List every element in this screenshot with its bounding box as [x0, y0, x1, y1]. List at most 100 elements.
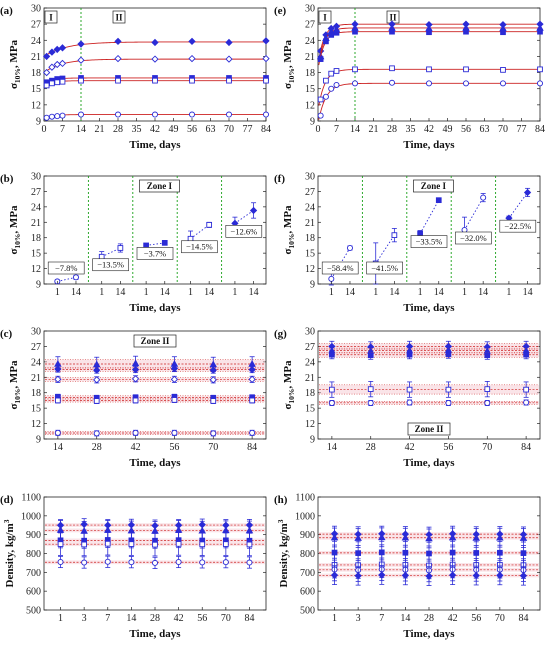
data-point-square: [98, 253, 105, 260]
data-point-square: [484, 386, 491, 392]
data-point-square: [500, 67, 506, 73]
data-point-diamond: [472, 571, 480, 580]
x-axis-label: Time, days: [129, 139, 181, 151]
y-tick-label: 800: [300, 549, 315, 560]
panel-c: 9 12 15 18 21 24 27 30 14 28 42 56 70 84 Zone II Time, …: [0, 327, 267, 469]
data-point-square: [187, 235, 194, 242]
y-tick-label: 9: [36, 435, 41, 446]
data-point-square: [171, 397, 178, 403]
y-tick-label: 9: [310, 435, 315, 446]
y-axis-label-main: σ: [282, 83, 294, 89]
y-tick-label: 9: [310, 117, 315, 128]
series-5: [45, 429, 265, 437]
x-tick-label: 14: [345, 287, 355, 298]
zone-label-box: I: [44, 10, 58, 24]
zone-box: [112, 10, 126, 24]
data-point-circle: [151, 111, 158, 118]
series-1: [319, 527, 539, 549]
data-point-diamond: [114, 37, 122, 45]
group-2: 1 14 −3.7%: [132, 176, 174, 298]
plot-frame: [317, 330, 541, 440]
data-point-diamond: [58, 44, 67, 52]
pct-box-frame: [366, 261, 403, 275]
data-point-diamond: [77, 40, 85, 48]
data-point-circle: [54, 113, 61, 120]
y-tick-label: 12: [305, 419, 315, 430]
panel-h: 500 600 700 800 900 1000 1100 1 3 7 14 28 42 56 70 84 Ti…: [274, 493, 541, 640]
data-point-square: [128, 541, 135, 547]
zone-box-label: Zone I: [421, 181, 447, 191]
data-point-square: [104, 540, 111, 547]
data-point-circle: [132, 429, 139, 436]
y-axis-label-rest: , MPa: [8, 360, 20, 389]
data-point-diamond: [448, 571, 457, 579]
x-tick-label: 3: [356, 613, 361, 624]
y-tick-label: 18: [305, 68, 315, 79]
panel-letter: (d): [0, 494, 14, 506]
y-tick-label: 21: [31, 218, 41, 229]
y-tick-label: 27: [305, 20, 315, 31]
x-tick-label: 1: [188, 287, 193, 298]
y-tick-label: 18: [31, 233, 41, 244]
x-tick-label: 21: [95, 124, 105, 135]
y-tick-label: 21: [305, 218, 315, 229]
data-point-diamond: [188, 37, 196, 45]
y-tick-label: 27: [31, 187, 41, 198]
data-point-circle: [249, 429, 256, 436]
data-point-square: [223, 541, 229, 547]
fit-curve: [318, 82, 540, 120]
x-tick-label: 14: [71, 287, 81, 298]
data-point-square: [391, 232, 398, 238]
data-point-square: [435, 197, 442, 204]
x-tick-label: 70: [482, 442, 492, 453]
pct-box-frame: [225, 225, 263, 238]
series-3: [43, 77, 269, 89]
x-tick-label: 14: [400, 613, 410, 624]
y-tick-label: 15: [305, 404, 315, 415]
data-point-square: [500, 29, 506, 36]
data-point-circle: [463, 80, 470, 87]
x-tick-label: 14: [126, 613, 136, 624]
pct-box-frame: [410, 235, 448, 248]
x-tick-label: 1: [55, 287, 60, 298]
y-tick-label: 9: [36, 280, 41, 291]
data-point-square: [323, 38, 329, 45]
data-point-square: [523, 386, 529, 393]
y-tick-label: 24: [305, 36, 315, 47]
data-point-circle: [210, 430, 217, 437]
data-point-triangle: [496, 533, 504, 541]
x-tick-label: 84: [535, 124, 545, 135]
data-point-circle: [175, 558, 182, 565]
data-point-diamond: [58, 59, 67, 68]
plot-frame: [43, 175, 267, 285]
fit-curve: [318, 31, 540, 66]
pct-label: −22.5%: [504, 221, 531, 231]
series-4: [43, 111, 270, 121]
x-tick-label: 28: [424, 613, 434, 624]
y-tick-label: 1000: [295, 511, 315, 522]
x-tick-label: 7: [334, 124, 339, 135]
data-point-circle: [188, 111, 195, 118]
y-axis-label: σ10%, MPa: [8, 205, 22, 255]
y-tick-label: 12: [305, 100, 315, 111]
x-tick-label: 1: [373, 287, 378, 298]
x-tick-label: 3: [82, 613, 87, 624]
zone-box: Zone I: [139, 179, 180, 193]
data-point-square: [367, 386, 374, 392]
x-tick-label: 1: [58, 613, 63, 624]
data-point-square: [333, 68, 340, 74]
data-point-square: [333, 29, 340, 36]
y-axis-label-sub: 10%: [287, 234, 296, 249]
data-point-square: [57, 541, 64, 547]
series-2: [45, 375, 265, 384]
y-axis-label-rest: , MPa: [282, 360, 294, 389]
x-tick-label: 14: [115, 287, 125, 298]
panel-letter: (c): [0, 328, 13, 340]
zone-box-frame: [407, 422, 451, 436]
y-tick-label: 27: [31, 20, 41, 31]
x-tick-label: 14: [434, 287, 444, 298]
data-point-square: [43, 82, 50, 89]
y-axis-label: Density, kg/m3: [2, 519, 16, 587]
data-point-square: [484, 352, 491, 359]
y-tick-label: 9: [310, 280, 315, 291]
